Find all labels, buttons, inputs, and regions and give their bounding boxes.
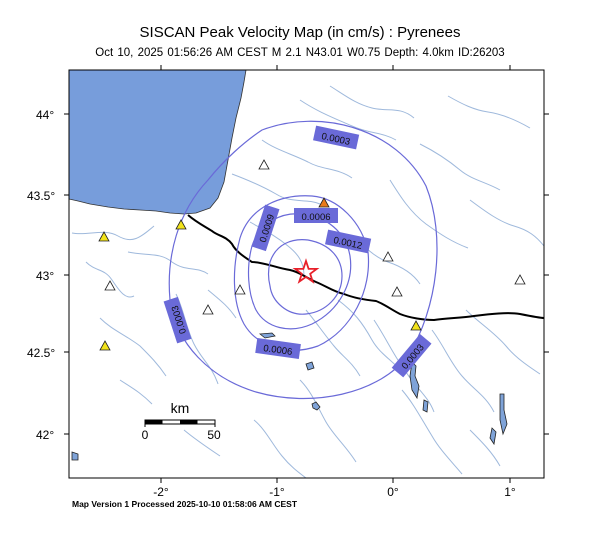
lon-tick-label: -1° — [269, 485, 285, 499]
stations — [98, 159, 526, 351]
scale-end: 50 — [207, 428, 221, 442]
rivers — [71, 85, 544, 478]
event-details: Oct 10, 2025 01:56:26 AM CEST M 2.1 N43.… — [95, 47, 505, 59]
epicenter-star-icon[interactable] — [292, 258, 320, 284]
bay-of-biscay — [69, 70, 247, 215]
station-triangle-icon[interactable] — [514, 274, 526, 285]
station-triangle-icon[interactable] — [104, 280, 116, 291]
station-triangle-icon[interactable] — [258, 159, 270, 170]
contour-label: 0.0006 — [294, 208, 338, 223]
contour-label: 0.0006 — [255, 338, 301, 359]
station-triangle-icon[interactable] — [99, 340, 111, 351]
map-frame — [68, 69, 545, 479]
lat-tick-label: 43° — [36, 269, 54, 283]
contour-0.0012 — [267, 239, 343, 315]
svg-text:0.0006: 0.0006 — [263, 343, 293, 358]
scale-unit: km — [171, 400, 190, 416]
scale-bar: km 0 50 — [142, 400, 221, 442]
lon-tick-label: -2° — [153, 485, 169, 499]
contour-0.0003-outer — [168, 120, 438, 400]
station-triangle-icon[interactable] — [202, 304, 214, 315]
contour-0.0006 — [233, 195, 370, 351]
processing-footer: Map Version 1 Processed 2025-10-10 01:58… — [72, 499, 298, 509]
lakes — [71, 332, 508, 461]
station-triangle-icon[interactable] — [391, 286, 403, 297]
lon-tick-label: 1° — [504, 485, 516, 499]
lat-tick-label: 43.5° — [27, 189, 55, 203]
station-triangle-icon[interactable] — [410, 320, 422, 331]
lon-tick-label: 0° — [387, 485, 399, 499]
station-triangle-icon[interactable] — [234, 284, 246, 295]
station-triangle-icon[interactable] — [98, 231, 110, 242]
map-title: SISCAN Peak Velocity Map (in cm/s) : Pyr… — [139, 24, 461, 41]
svg-text:0.0006: 0.0006 — [301, 212, 330, 223]
country-border — [187, 214, 544, 322]
lat-tick-label: 44° — [36, 108, 54, 122]
station-triangle-icon[interactable] — [175, 219, 187, 230]
station-triangle-icon[interactable] — [318, 197, 330, 208]
station-triangle-icon[interactable] — [382, 251, 394, 262]
lat-tick-label: 42.5° — [27, 346, 55, 360]
scale-start: 0 — [142, 428, 149, 442]
frame-ticks — [64, 65, 549, 483]
lat-tick-label: 42° — [36, 428, 54, 442]
